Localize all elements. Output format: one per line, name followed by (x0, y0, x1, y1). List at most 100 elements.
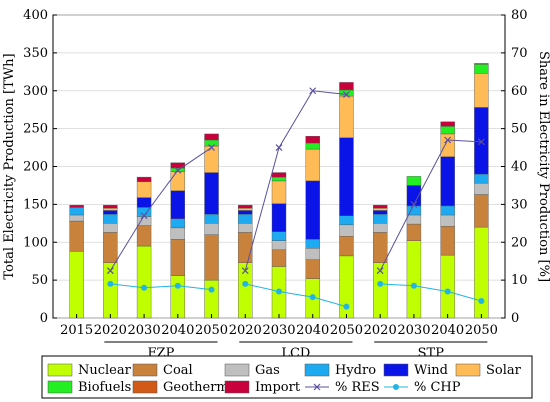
y-axis-title-left: Total Electricity Production [TWh] (2, 53, 17, 279)
line-series-segment (245, 283, 347, 308)
x-tick-label: 2030 (397, 323, 430, 338)
bar-segment-coal (440, 226, 455, 256)
line-series-segment (109, 147, 212, 271)
legend-label: Geothermal (163, 380, 241, 395)
legend-swatch (455, 363, 481, 377)
bar-segment-biofuels (204, 139, 219, 147)
bar-segment-wind (238, 210, 253, 215)
legend-swatch (47, 363, 73, 377)
bar-segment-coal (339, 235, 354, 257)
bar-segment-import (372, 204, 388, 209)
bar-segment-gas (474, 182, 489, 195)
legend-label: Hydro (335, 363, 376, 378)
bar-segment-coal (69, 220, 84, 252)
x-tick-label: 2020 (364, 323, 397, 338)
bar-segment-gas (170, 227, 186, 240)
chp-marker (242, 280, 249, 287)
bar-segment-biofuels (406, 176, 422, 186)
x-tick-label: 2050 (330, 323, 363, 338)
bar-segment-gas (271, 240, 287, 251)
legend-label: Coal (163, 363, 193, 378)
bar-segment-nuclear (406, 240, 422, 319)
bar-segment-wind (372, 210, 388, 215)
y-tick-label-right: 80 (511, 8, 528, 23)
bar-segment-hydro (339, 215, 354, 226)
bar-segment-nuclear (440, 254, 455, 319)
bar-segment-solar (339, 95, 354, 138)
res-marker (106, 267, 114, 275)
y-tick-label-left: 350 (23, 46, 48, 61)
bar-segment-import (305, 135, 320, 144)
chp-marker (107, 280, 114, 287)
legend-label: Biofuels (78, 380, 131, 395)
chp-marker (309, 294, 316, 301)
y-tick-label-right: 60 (511, 84, 528, 99)
bar-segment-biofuels (271, 176, 287, 182)
res-marker (343, 91, 350, 98)
x-tick-label: 2020 (229, 323, 262, 338)
x-tick-label: 2030 (128, 323, 161, 338)
bar-segment-coal (406, 223, 422, 241)
res-marker (275, 144, 283, 151)
res-marker (444, 136, 452, 144)
legend-swatch (132, 363, 158, 377)
bar-segment-coal (305, 259, 320, 279)
legend-marker (313, 383, 321, 391)
legend-swatch (383, 363, 409, 377)
legend: Nuclear Coal Gas Hydro Wind Solar Biofuels Geot… (41, 355, 533, 399)
x-tick-label: 2050 (465, 323, 498, 338)
chp-marker (174, 282, 181, 289)
bar-segment-gas (204, 223, 219, 235)
y-tick-label-left: 0 (40, 311, 48, 326)
y-axis-title-right: Share in Electricity Production [%] (536, 51, 550, 282)
bar-segment-hydro (103, 214, 118, 224)
bar-segment-biofuels (305, 142, 320, 150)
bar-segment-solar (238, 207, 253, 211)
bar-segment-gas (406, 214, 422, 225)
y-tick-label-right: 0 (511, 311, 519, 326)
legend-label: Wind (414, 363, 448, 378)
bar-segment-coal (238, 232, 253, 263)
chp-marker (343, 303, 350, 310)
bar-segment-biofuels (440, 126, 455, 135)
chp-marker (478, 297, 485, 304)
res-marker (477, 138, 485, 146)
bar-segment-solar (440, 133, 455, 157)
bar-segment-biofuels (474, 64, 489, 74)
bar-segment-wind (339, 137, 354, 216)
bar-segment-coal (170, 239, 186, 276)
res-marker (410, 200, 418, 208)
bar-segment-wind (440, 156, 455, 207)
bar-segment-coal (474, 194, 489, 228)
y-tick-label-left: 50 (31, 273, 48, 288)
legend-box (41, 355, 533, 399)
bar-segment-nuclear (170, 275, 186, 319)
bar-segment-import (339, 82, 354, 91)
bar-segment-hydro (204, 214, 219, 224)
bar-segment-hydro (170, 218, 186, 229)
legend-label: Import (255, 380, 301, 395)
line-series-segment (110, 283, 212, 291)
bar-segment-gas (440, 214, 455, 227)
legend-swatch (224, 380, 250, 394)
bar-segment-nuclear (136, 245, 152, 319)
bar-segment-import (69, 204, 84, 208)
y-tick-label-right: 10 (511, 273, 528, 288)
bar-segment-wind (271, 203, 287, 232)
bar-segment-import (440, 121, 455, 127)
legend-label: Solar (486, 363, 522, 378)
x-tick-label: 2030 (262, 323, 295, 338)
y-tick-label-left: 250 (23, 122, 48, 137)
bar-segment-coal (204, 234, 219, 281)
chp-marker (377, 280, 384, 287)
res-marker (376, 267, 384, 275)
bar-segment-wind (136, 197, 152, 208)
legend-label: % RES (335, 380, 380, 395)
bar-segment-wind (170, 190, 186, 219)
x-tick-label: 2015 (60, 323, 93, 338)
legend-swatch (47, 380, 73, 394)
legend-label: Gas (255, 363, 280, 378)
y-tick-label-left: 100 (23, 235, 48, 250)
bar-segment-gas (69, 214, 84, 222)
bar-segment-hydro (440, 205, 455, 216)
